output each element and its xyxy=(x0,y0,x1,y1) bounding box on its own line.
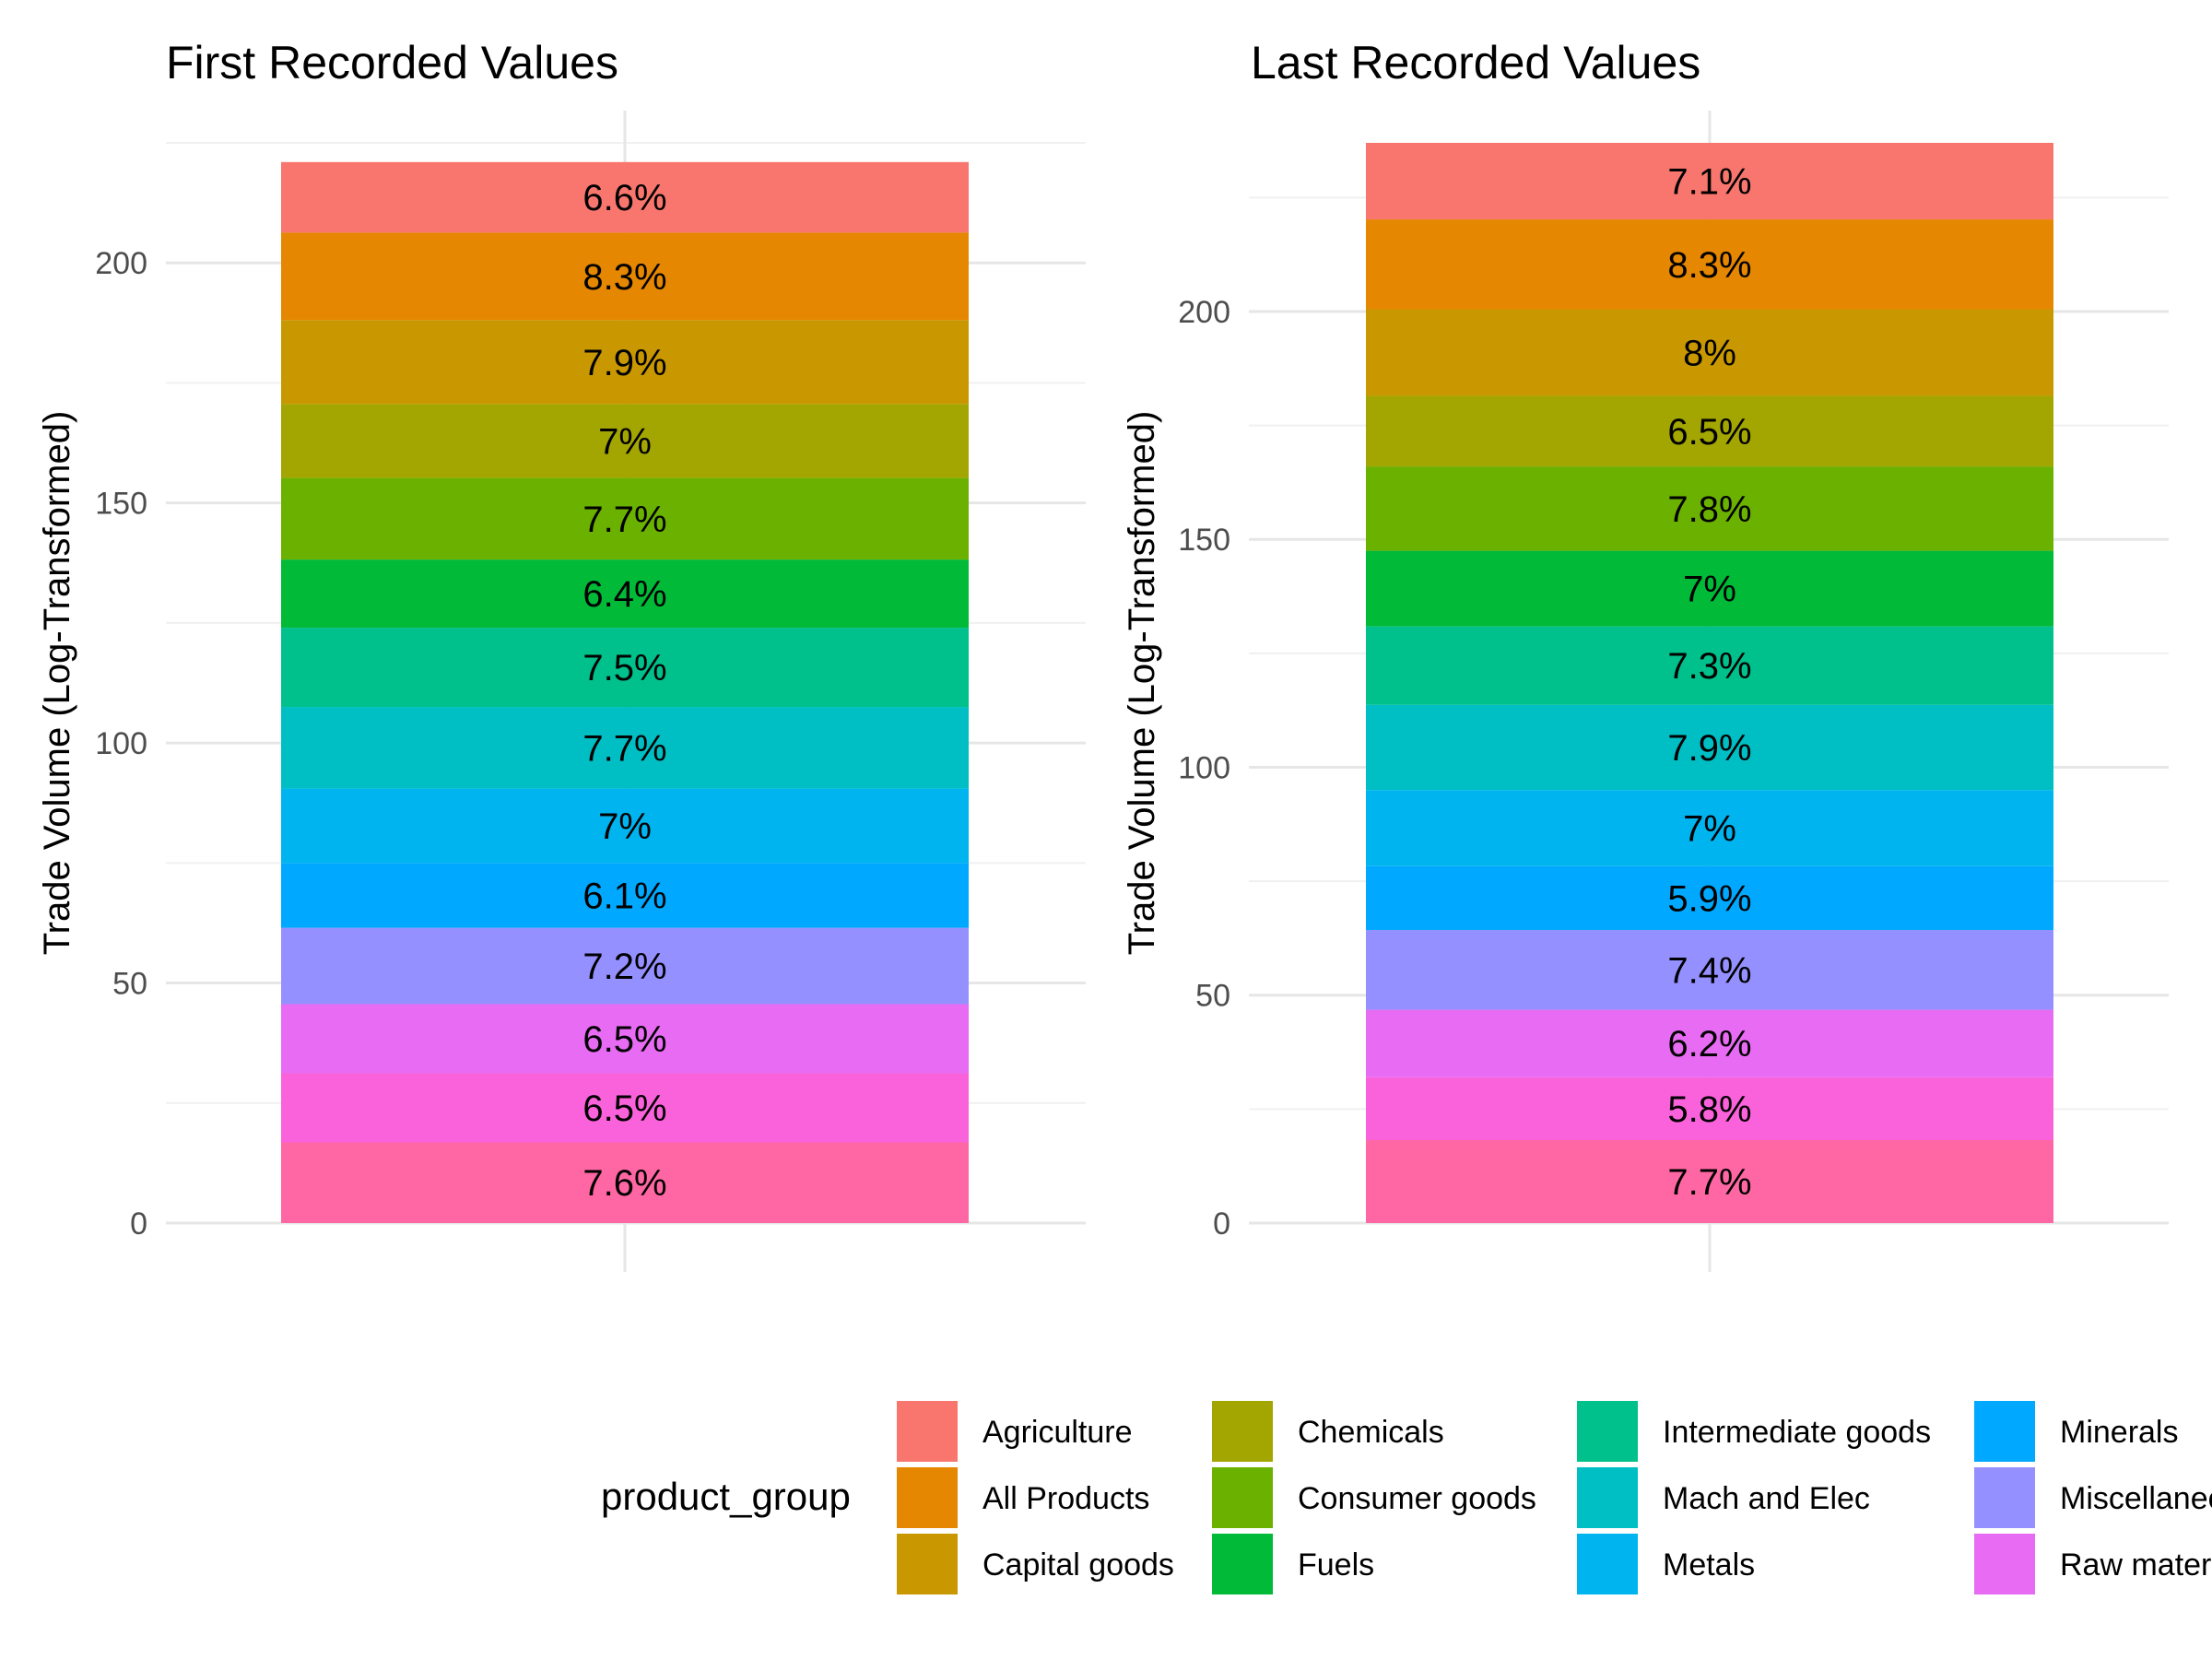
bar-segment xyxy=(281,1142,969,1223)
bar-segment xyxy=(1366,930,2053,1010)
bar-segment xyxy=(1366,704,2053,791)
segment-label: 7.9% xyxy=(582,343,666,383)
bar-segment xyxy=(281,927,969,1005)
legend-swatch xyxy=(1974,1534,2035,1594)
legend-label: Intermediate goods xyxy=(1663,1415,1931,1450)
legend-swatch xyxy=(897,1401,958,1462)
legend-label: Mach and Elec xyxy=(1663,1481,1870,1516)
segment-label: 7% xyxy=(1683,570,1736,610)
legend-swatch xyxy=(1212,1401,1273,1462)
bar-segment xyxy=(281,161,969,233)
legend-label: Raw materials xyxy=(2060,1547,2212,1583)
bar-segment xyxy=(1366,790,2053,866)
segment-label: 7% xyxy=(598,421,652,462)
segment-label: 7% xyxy=(598,806,652,847)
y-tick-label: 100 xyxy=(95,726,147,761)
segment-label: 6.2% xyxy=(1667,1024,1751,1065)
segment-label: 7.2% xyxy=(582,947,666,987)
segment-label: 7.4% xyxy=(1667,950,1751,991)
bar-segment xyxy=(281,1073,969,1143)
bar-segment xyxy=(1366,1139,2053,1223)
segment-label: 7.7% xyxy=(1667,1162,1751,1203)
segment-label: 7.9% xyxy=(1667,728,1751,769)
legend-swatch xyxy=(897,1467,958,1528)
bar-segment xyxy=(281,477,969,560)
bar-segment xyxy=(281,232,969,321)
y-tick-label: 50 xyxy=(112,967,147,1002)
segment-label: 6.5% xyxy=(582,1088,666,1129)
segment-label: 7.8% xyxy=(1667,489,1751,530)
y-tick-label: 100 xyxy=(1178,750,1230,785)
legend-swatch xyxy=(1974,1467,2035,1528)
legend-title: product_group xyxy=(601,1475,851,1518)
legend-label: Minerals xyxy=(2060,1415,2178,1450)
legend-swatch xyxy=(1212,1534,1273,1594)
bar-segment xyxy=(281,707,969,789)
bar-segment xyxy=(281,863,969,928)
bar-segment xyxy=(1366,1077,2053,1140)
y-tick-label: 150 xyxy=(1178,523,1230,558)
legend-label: Fuels xyxy=(1298,1547,1374,1583)
y-axis-label: Trade Volume (Log-Transformed) xyxy=(1122,411,1162,956)
segment-label: 6.5% xyxy=(582,1019,666,1060)
segment-label: 6.5% xyxy=(1667,412,1751,453)
bar-segment xyxy=(1366,143,2053,220)
legend-swatch xyxy=(1974,1401,2035,1462)
segment-label: 7.5% xyxy=(582,648,666,688)
segment-label: 8.3% xyxy=(582,257,666,298)
y-axis-label: Trade Volume (Log-Transformed) xyxy=(37,411,77,956)
bar-segment xyxy=(1366,219,2053,310)
segment-label: 7% xyxy=(1683,809,1736,850)
segment-label: 5.9% xyxy=(1667,878,1751,919)
legend-label: Consumer goods xyxy=(1298,1481,1536,1516)
bar-segment xyxy=(1366,395,2053,467)
legend-label: Chemicals xyxy=(1298,1415,1444,1450)
segment-label: 7.7% xyxy=(582,728,666,769)
y-tick-label: 50 xyxy=(1195,979,1230,1014)
segment-label: 7.7% xyxy=(582,500,666,540)
bar-segment xyxy=(1366,550,2053,627)
bar-segment xyxy=(1366,865,2053,931)
legend-label: Miscellaneous xyxy=(2060,1481,2212,1516)
segment-label: 7.3% xyxy=(1667,646,1751,687)
bar-segment xyxy=(281,788,969,864)
y-tick-label: 200 xyxy=(95,246,147,281)
legend-label: Metals xyxy=(1663,1547,1755,1583)
bar-segment xyxy=(1366,309,2053,396)
segment-label: 6.4% xyxy=(582,574,666,615)
y-tick-label: 0 xyxy=(130,1206,147,1241)
segment-label: 6.1% xyxy=(582,876,666,916)
panel-title: Last Recorded Values xyxy=(1251,37,1700,88)
legend-swatch xyxy=(1577,1401,1638,1462)
segment-label: 6.6% xyxy=(582,178,666,218)
legend-label: Agriculture xyxy=(982,1415,1133,1450)
segment-label: 7.1% xyxy=(1667,162,1751,203)
legend-swatch xyxy=(897,1534,958,1594)
segment-label: 8% xyxy=(1683,333,1736,373)
bar-segment xyxy=(281,628,969,708)
legend-swatch xyxy=(1577,1534,1638,1594)
bar-segment xyxy=(1366,1009,2053,1077)
bar-segment xyxy=(1366,626,2053,705)
segment-label: 7.6% xyxy=(582,1163,666,1204)
y-tick-label: 200 xyxy=(1178,295,1230,330)
y-tick-label: 0 xyxy=(1213,1206,1230,1241)
segment-label: 8.3% xyxy=(1667,245,1751,286)
bar-segment xyxy=(1366,466,2053,551)
panel-title: First Recorded Values xyxy=(166,37,618,88)
legend-label: Capital goods xyxy=(982,1547,1174,1583)
bar-segment xyxy=(281,1004,969,1074)
segment-label: 5.8% xyxy=(1667,1089,1751,1130)
legend-label: All Products xyxy=(982,1481,1149,1516)
bar-segment xyxy=(281,404,969,478)
legend-swatch xyxy=(1212,1467,1273,1528)
y-tick-label: 150 xyxy=(95,487,147,522)
legend-swatch xyxy=(1577,1467,1638,1528)
bar-segment xyxy=(281,559,969,629)
bar-segment xyxy=(281,320,969,405)
